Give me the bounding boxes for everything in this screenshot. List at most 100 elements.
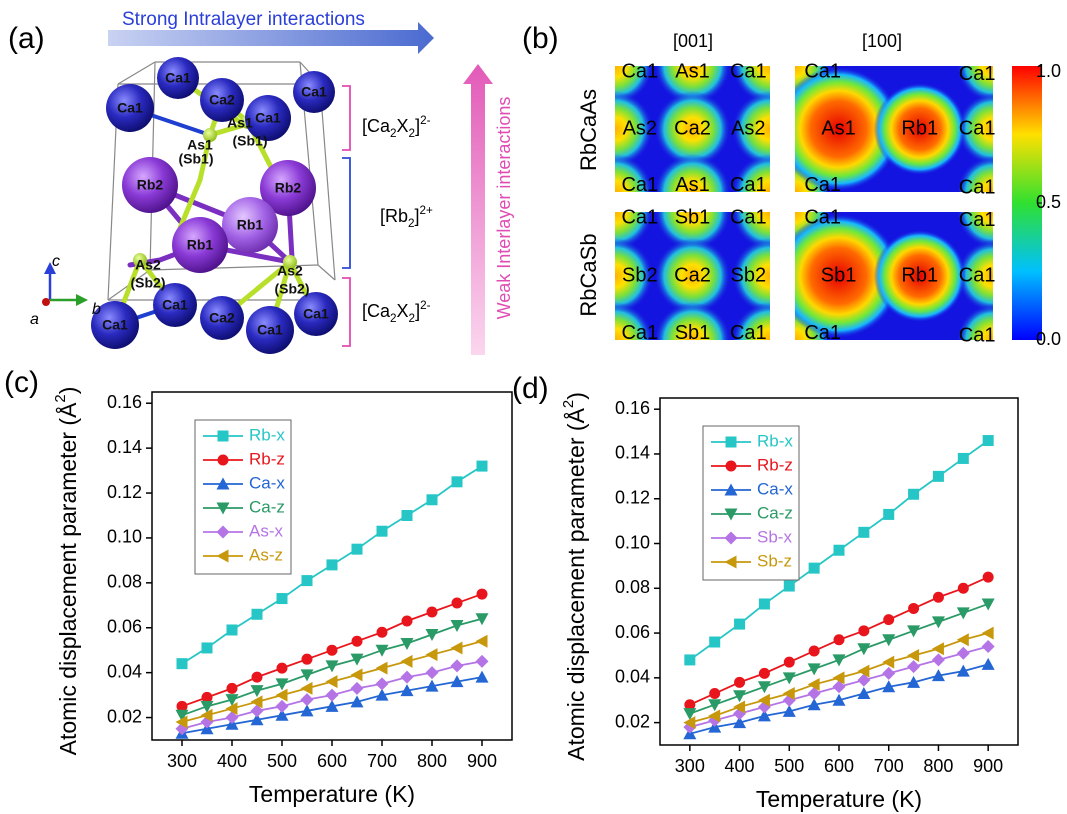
marker [931, 653, 945, 667]
marker [883, 508, 895, 520]
marker [201, 691, 213, 703]
layer-label-part: 2- [420, 114, 431, 127]
legend-label: Rb-x [249, 425, 285, 444]
marker [684, 699, 696, 711]
marker [956, 646, 970, 660]
intralayer-arrow [108, 22, 434, 54]
marker [401, 509, 413, 521]
y-tick-label: 0.08 [615, 577, 650, 597]
atom-label: Ca1 [303, 306, 329, 322]
marker [175, 715, 188, 729]
layer-label-part: [Ca [362, 301, 391, 321]
marker [300, 681, 313, 695]
atom-label: Ca1 [301, 84, 327, 100]
marker [981, 639, 995, 653]
elf-blob [795, 214, 901, 338]
marker [275, 678, 289, 691]
colorbar-tick-label: 1.0 [1036, 61, 1061, 81]
elf-blob [654, 238, 731, 314]
marker [275, 708, 289, 721]
marker [450, 619, 464, 632]
marker [376, 525, 388, 537]
marker [450, 675, 464, 688]
marker [425, 679, 439, 692]
marker [426, 494, 438, 506]
marker [425, 648, 438, 662]
atom-label: Ca2 [209, 310, 235, 326]
map-atom-label: As1 [821, 117, 855, 139]
y-axis-title-part: 2 [560, 400, 577, 408]
atom-label: Rb1 [187, 237, 214, 253]
y-tick-label: 0.12 [615, 487, 650, 507]
elf-blob [615, 154, 653, 192]
colorbar-tick-label: 0.5 [1036, 192, 1061, 212]
marker [725, 436, 737, 448]
layer-label-part: 2 [390, 312, 397, 325]
marker [176, 658, 188, 670]
y-tick-label: 0.16 [615, 398, 650, 418]
atom-label: Ca1 [165, 70, 191, 86]
marker [883, 614, 895, 626]
atom-label: Ca1 [102, 317, 128, 333]
panel-label: (d) [512, 372, 549, 405]
marker [326, 644, 338, 656]
elf-blob [615, 238, 653, 314]
marker [250, 685, 264, 698]
marker [931, 642, 944, 656]
atom-label: Ca2 [209, 92, 235, 108]
marker [225, 694, 239, 707]
atom [294, 292, 338, 336]
marker [475, 670, 489, 683]
layer-bracket [342, 157, 351, 269]
map-atom-label: Ca1 [804, 174, 841, 196]
x-tick-label: 600 [824, 756, 854, 776]
marker [858, 625, 870, 637]
marker [225, 711, 239, 725]
marker [400, 637, 414, 650]
atom [246, 306, 294, 354]
map-atom-label: Ca1 [621, 174, 658, 196]
legend-label: As-x [249, 521, 284, 540]
marker [907, 648, 920, 662]
marker [476, 588, 488, 600]
marker [300, 693, 314, 707]
y-axis-title-part: Atomic displacement parameter (Å [562, 407, 589, 760]
marker [301, 653, 313, 665]
legend-label: Rb-z [249, 449, 285, 468]
atom [200, 296, 244, 340]
marker [250, 695, 263, 709]
map-atom-label: As1 [675, 61, 709, 83]
map-atom-label: Ca1 [804, 322, 841, 344]
axis-label: a [30, 311, 39, 328]
interlayer-arrow [463, 64, 493, 355]
marker [907, 625, 921, 638]
elf-blob [795, 67, 901, 191]
marker [832, 671, 845, 685]
marker [758, 598, 770, 610]
marker [450, 659, 464, 673]
x-tick-label: 400 [725, 756, 755, 776]
marker [931, 616, 945, 629]
layer-label-part: 2 [409, 127, 416, 140]
map-atom-label: As1 [675, 174, 709, 196]
marker [708, 699, 722, 712]
y-tick-label: 0.16 [107, 392, 142, 412]
marker [216, 502, 230, 515]
site-label: As2 [135, 257, 161, 273]
atom-label: Ca1 [255, 110, 281, 126]
marker [325, 699, 339, 712]
x-tick-label: 300 [675, 756, 705, 776]
layer-label-part: 2 [390, 127, 397, 140]
cell-edge [319, 83, 336, 281]
x-tick-label: 700 [874, 756, 904, 776]
map-atom-label: Rb1 [901, 264, 938, 286]
marker [451, 597, 463, 609]
elf-map [795, 66, 993, 192]
elf-map [795, 212, 993, 340]
map-atom-label: As2 [623, 117, 657, 139]
map-atom-label: Sb1 [821, 264, 857, 286]
axis-a [42, 298, 50, 306]
marker [216, 477, 230, 490]
x-axis-title: Temperature (K) [249, 781, 415, 807]
atom [106, 84, 154, 132]
